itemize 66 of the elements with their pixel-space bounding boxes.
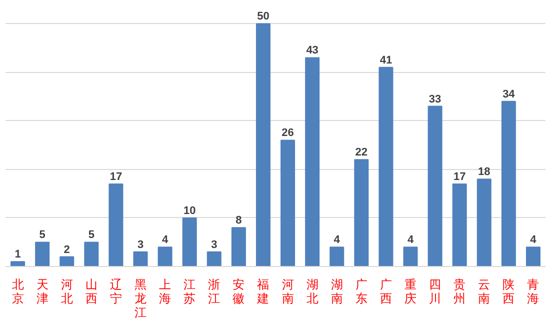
bar bbox=[182, 217, 197, 266]
data-label: 43 bbox=[306, 44, 318, 57]
x-tick-label: 湖南 bbox=[330, 278, 343, 306]
x-tick-label: 云南 bbox=[478, 278, 490, 306]
bar bbox=[280, 140, 296, 266]
x-tick-label: 重庆 bbox=[404, 278, 416, 306]
bar bbox=[231, 227, 246, 266]
data-label: 3 bbox=[137, 238, 144, 251]
data-label: 4 bbox=[162, 234, 169, 246]
bar bbox=[452, 183, 467, 266]
bar bbox=[60, 256, 74, 266]
data-label: 34 bbox=[502, 88, 516, 100]
x-tick-label: 安徽 bbox=[232, 278, 245, 306]
x-tick-label: 河南 bbox=[282, 278, 294, 306]
data-label: 17 bbox=[453, 170, 466, 183]
bar bbox=[501, 100, 516, 266]
bar bbox=[84, 242, 99, 266]
x-tick-label: 辽宁 bbox=[110, 278, 122, 306]
bar bbox=[133, 251, 148, 266]
data-label: 17 bbox=[110, 170, 122, 183]
x-tick-label: 广东 bbox=[355, 278, 368, 306]
data-label: 5 bbox=[39, 229, 46, 242]
data-label: 50 bbox=[257, 10, 270, 23]
x-tick-label: 河北 bbox=[60, 278, 73, 306]
x-tick-label: 黑龙江 bbox=[134, 278, 146, 320]
data-label: 22 bbox=[355, 146, 368, 159]
x-tick-label: 湖北 bbox=[306, 278, 318, 306]
data-label: 4 bbox=[530, 234, 538, 246]
data-label: 8 bbox=[236, 214, 242, 227]
x-tick-label: 北京 bbox=[12, 278, 24, 306]
x-tick-label: 贵州 bbox=[454, 278, 466, 306]
bar bbox=[526, 246, 540, 266]
x-tick-label: 陕西 bbox=[502, 278, 515, 306]
data-label: 10 bbox=[183, 204, 196, 217]
x-tick-label: 天津 bbox=[36, 278, 48, 306]
x-tick-label: 福建 bbox=[256, 278, 270, 306]
x-tick-label: 广西 bbox=[380, 278, 392, 306]
data-label: 5 bbox=[88, 229, 94, 242]
bar bbox=[206, 251, 222, 266]
data-label: 3 bbox=[211, 238, 218, 251]
data-label: 4 bbox=[334, 234, 341, 246]
bar bbox=[158, 246, 172, 266]
bar bbox=[10, 261, 26, 266]
bar bbox=[305, 57, 320, 266]
bar bbox=[476, 178, 492, 266]
x-tick-label: 江苏 bbox=[184, 278, 196, 306]
bar bbox=[330, 246, 344, 266]
bar bbox=[403, 246, 418, 266]
x-tick-label: 四川 bbox=[429, 278, 442, 306]
data-label: 26 bbox=[282, 127, 294, 140]
data-label: 41 bbox=[380, 54, 392, 66]
x-tick-label: 浙江 bbox=[208, 278, 220, 306]
bar bbox=[256, 23, 270, 266]
bar bbox=[354, 159, 369, 266]
data-label: 2 bbox=[64, 244, 70, 256]
x-tick-label: 青海 bbox=[527, 278, 540, 306]
data-label: 4 bbox=[407, 234, 414, 246]
x-tick-label: 山西 bbox=[85, 278, 98, 306]
bar bbox=[35, 242, 50, 266]
bar bbox=[378, 66, 394, 266]
x-tick-label: 上海 bbox=[159, 278, 172, 306]
data-label: 33 bbox=[428, 93, 442, 106]
bar bbox=[108, 183, 124, 266]
data-label: 18 bbox=[478, 166, 490, 178]
bar bbox=[428, 106, 442, 266]
data-label: 1 bbox=[14, 248, 21, 261]
